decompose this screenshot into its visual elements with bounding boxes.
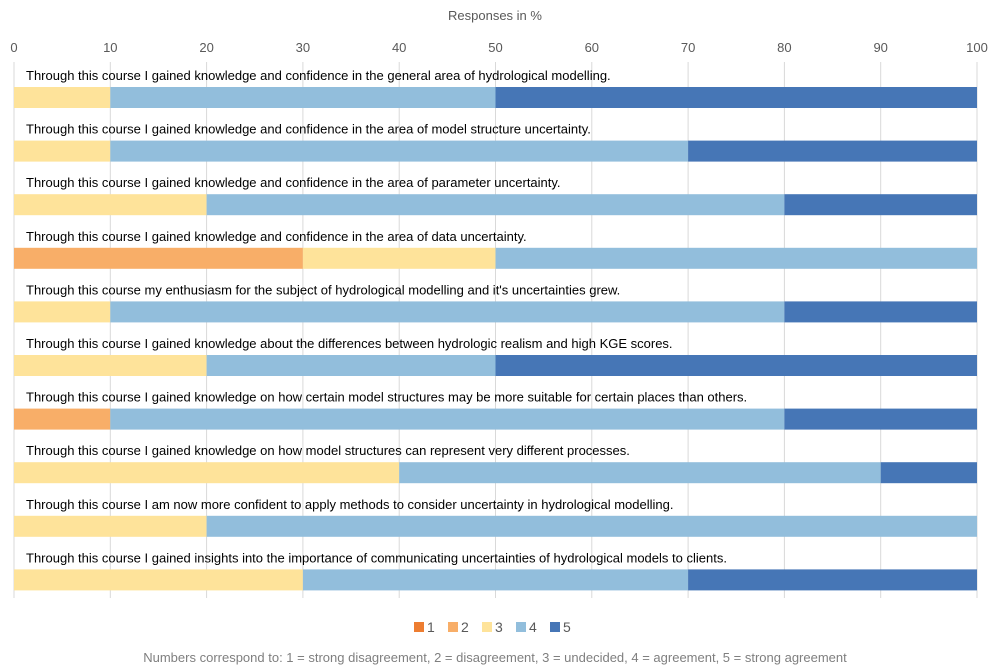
question-row: Through this course I gained knowledge a… — [14, 175, 977, 216]
bar-segment-4 — [302, 569, 689, 591]
question-label: Through this course I gained knowledge a… — [26, 122, 591, 137]
question-row: Through this course I gained knowledge a… — [14, 336, 977, 376]
question-label: Through this course I gained knowledge a… — [26, 175, 561, 190]
x-tick-label: 80 — [777, 40, 791, 55]
bar-rows: Through this course I gained knowledge a… — [14, 68, 978, 591]
question-row: Through this course I gained knowledge o… — [14, 390, 977, 430]
question-row: Through this course I gained knowledge a… — [14, 68, 977, 108]
bar-segment-3 — [14, 194, 207, 216]
bar-segment-2 — [14, 247, 303, 269]
question-row: Through this course I gained insights in… — [14, 550, 977, 591]
question-row: Through this course I gained knowledge o… — [14, 443, 977, 484]
bar-segment-2 — [14, 408, 111, 430]
bar-segment-5 — [688, 569, 977, 591]
footnote: Numbers correspond to: 1 = strong disagr… — [143, 650, 847, 665]
bar-segment-4 — [110, 301, 785, 323]
question-row: Through this course I gained knowledge a… — [14, 122, 977, 162]
bar-segment-3 — [14, 515, 207, 537]
legend: 1 2 3 4 5 — [414, 619, 571, 635]
bar-segment-4 — [206, 355, 496, 376]
legend-swatch — [414, 622, 424, 632]
question-label: Through this course my enthusiasm for th… — [26, 282, 620, 297]
x-tick-label: 40 — [392, 40, 406, 55]
x-tick-label: 90 — [873, 40, 887, 55]
legend-label: 1 — [427, 619, 435, 635]
question-row: Through this course my enthusiasm for th… — [14, 282, 977, 323]
bar-segment-5 — [880, 462, 977, 484]
bar-segment-3 — [14, 462, 400, 484]
bar-segment-5 — [784, 408, 977, 430]
x-tick-label: 100 — [966, 40, 988, 55]
bar-segment-3 — [14, 355, 207, 376]
x-axis-title: Responses in % — [448, 8, 542, 23]
legend-label: 4 — [529, 619, 537, 635]
bar-segment-3 — [14, 87, 111, 108]
bar-segment-4 — [110, 140, 689, 162]
legend-label: 2 — [461, 619, 469, 635]
bar-segment-3 — [14, 569, 303, 591]
legend-swatch — [550, 622, 560, 632]
question-label: Through this course I gained knowledge o… — [26, 390, 747, 405]
question-label: Through this course I gained knowledge o… — [26, 443, 630, 458]
legend-label: 5 — [563, 619, 571, 635]
x-tick-label: 50 — [488, 40, 502, 55]
x-tick-label: 60 — [585, 40, 599, 55]
bar-segment-5 — [784, 301, 977, 323]
legend-swatch — [482, 622, 492, 632]
bar-segment-4 — [399, 462, 881, 484]
question-label: Through this course I gained knowledge a… — [26, 68, 611, 83]
x-tick-label: 10 — [103, 40, 117, 55]
question-row: Through this course I gained knowledge a… — [14, 229, 977, 269]
bar-segment-5 — [688, 140, 977, 162]
bar-segment-5 — [495, 87, 977, 108]
bar-segment-4 — [206, 194, 785, 216]
x-tick-label: 70 — [681, 40, 695, 55]
bar-segment-5 — [495, 355, 977, 376]
bar-segment-4 — [110, 87, 496, 108]
legend-label: 3 — [495, 619, 503, 635]
legend-swatch — [448, 622, 458, 632]
bar-segment-5 — [784, 194, 977, 216]
x-tick-label: 20 — [199, 40, 213, 55]
question-label: Through this course I gained knowledge a… — [26, 336, 673, 351]
x-tick-label: 30 — [296, 40, 310, 55]
question-row: Through this course I am now more confid… — [14, 497, 978, 537]
question-label: Through this course I gained insights in… — [26, 550, 727, 565]
bar-segment-4 — [206, 515, 978, 537]
bar-segment-4 — [495, 247, 977, 269]
bar-segment-4 — [110, 408, 785, 430]
x-tick-label: 0 — [10, 40, 17, 55]
bar-segment-3 — [302, 247, 496, 269]
x-axis-ticks: 0 10 20 30 40 50 60 70 80 90 100 — [10, 40, 987, 55]
question-label: Through this course I gained knowledge a… — [26, 229, 527, 244]
bar-segment-3 — [14, 301, 111, 323]
question-label: Through this course I am now more confid… — [26, 497, 673, 512]
bar-segment-3 — [14, 140, 111, 162]
legend-swatch — [516, 622, 526, 632]
